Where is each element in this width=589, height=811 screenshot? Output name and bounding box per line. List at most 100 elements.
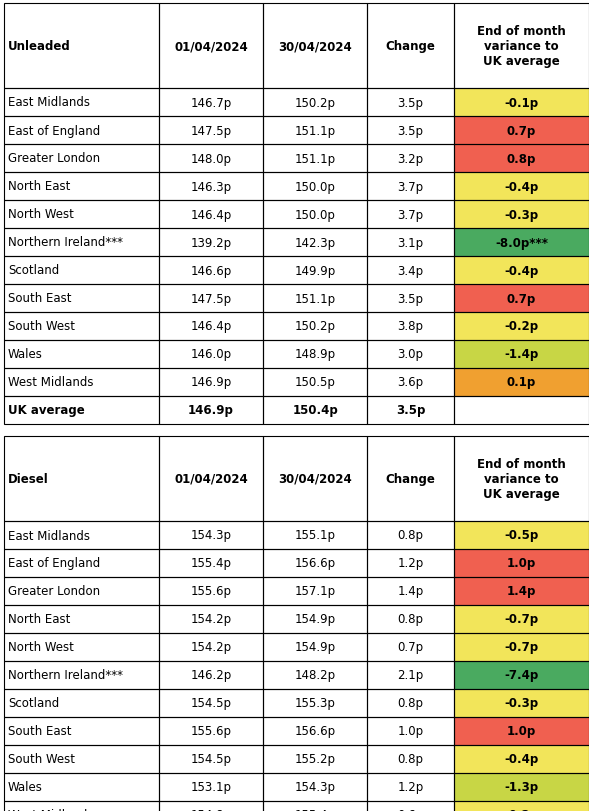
Text: 146.3p: 146.3p <box>190 180 231 193</box>
Bar <box>454 661 589 689</box>
Bar <box>4 661 159 689</box>
Bar <box>454 436 589 521</box>
Bar <box>159 201 263 229</box>
Text: 2.1p: 2.1p <box>398 669 423 682</box>
Text: 01/04/2024: 01/04/2024 <box>174 473 248 486</box>
Bar <box>263 577 368 605</box>
Bar <box>159 521 263 549</box>
Text: 154.5p: 154.5p <box>191 753 231 766</box>
Bar <box>368 801 454 811</box>
Bar <box>454 117 589 145</box>
Bar <box>368 368 454 397</box>
Bar <box>368 4 454 89</box>
Text: 146.7p: 146.7p <box>190 97 231 109</box>
Bar <box>263 633 368 661</box>
Bar <box>263 145 368 173</box>
Bar <box>368 717 454 745</box>
Bar <box>4 397 159 424</box>
Bar <box>454 661 589 689</box>
Bar <box>368 661 454 689</box>
Bar <box>159 436 263 521</box>
Bar <box>454 117 589 145</box>
Text: -0.4p: -0.4p <box>504 753 538 766</box>
Bar <box>263 661 368 689</box>
Text: 1.0p: 1.0p <box>507 557 536 570</box>
Text: Northern Ireland***: Northern Ireland*** <box>8 669 123 682</box>
Bar <box>4 605 159 633</box>
Bar <box>263 173 368 201</box>
Bar <box>4 312 159 341</box>
Text: East of England: East of England <box>8 557 100 570</box>
Bar <box>4 745 159 773</box>
Bar <box>263 397 368 424</box>
Bar <box>368 89 454 117</box>
Bar <box>368 201 454 229</box>
Text: 0.1p: 0.1p <box>507 376 536 389</box>
Bar <box>454 773 589 801</box>
Bar <box>4 4 159 89</box>
Bar <box>368 312 454 341</box>
Bar <box>4 368 159 397</box>
Text: Wales: Wales <box>8 780 43 793</box>
Bar <box>454 368 589 397</box>
Bar <box>454 89 589 117</box>
Bar <box>159 4 263 89</box>
Bar <box>263 4 368 89</box>
Bar <box>368 745 454 773</box>
Bar <box>454 801 589 811</box>
Text: 154.3p: 154.3p <box>191 529 231 542</box>
Bar <box>4 577 159 605</box>
Text: 146.2p: 146.2p <box>190 669 231 682</box>
Text: 151.1p: 151.1p <box>294 124 336 137</box>
Bar <box>454 173 589 201</box>
Bar <box>368 605 454 633</box>
Text: End of month
variance to
UK average: End of month variance to UK average <box>477 25 566 68</box>
Bar <box>4 89 159 117</box>
Bar <box>454 368 589 397</box>
Text: 3.5p: 3.5p <box>396 404 425 417</box>
Bar <box>263 605 368 633</box>
Bar <box>263 397 368 424</box>
Bar <box>454 549 589 577</box>
Bar <box>4 117 159 145</box>
Bar <box>454 661 589 689</box>
Bar <box>159 145 263 173</box>
Bar <box>454 577 589 605</box>
Bar <box>159 312 263 341</box>
Bar <box>263 773 368 801</box>
Bar <box>263 521 368 549</box>
Bar <box>454 605 589 633</box>
Text: -0.2p: -0.2p <box>504 320 538 333</box>
Bar <box>4 341 159 368</box>
Bar <box>4 689 159 717</box>
Bar <box>4 549 159 577</box>
Bar <box>4 145 159 173</box>
Bar <box>454 173 589 201</box>
Text: 154.8p: 154.8p <box>191 809 231 811</box>
Text: 155.2p: 155.2p <box>294 753 336 766</box>
Bar <box>159 661 263 689</box>
Bar <box>263 89 368 117</box>
Bar <box>159 117 263 145</box>
Bar <box>368 117 454 145</box>
Bar <box>4 312 159 341</box>
Bar <box>159 285 263 312</box>
Bar <box>454 577 589 605</box>
Bar <box>4 689 159 717</box>
Bar <box>454 229 589 257</box>
Bar <box>263 368 368 397</box>
Bar <box>159 4 263 89</box>
Bar <box>368 633 454 661</box>
Bar <box>368 773 454 801</box>
Bar <box>454 577 589 605</box>
Bar <box>263 201 368 229</box>
Bar <box>4 257 159 285</box>
Text: 3.6p: 3.6p <box>398 376 423 389</box>
Bar <box>454 312 589 341</box>
Bar <box>159 773 263 801</box>
Text: 151.1p: 151.1p <box>294 152 336 165</box>
Bar <box>159 117 263 145</box>
Bar <box>368 689 454 717</box>
Bar <box>368 201 454 229</box>
Text: -0.1p: -0.1p <box>504 97 538 109</box>
